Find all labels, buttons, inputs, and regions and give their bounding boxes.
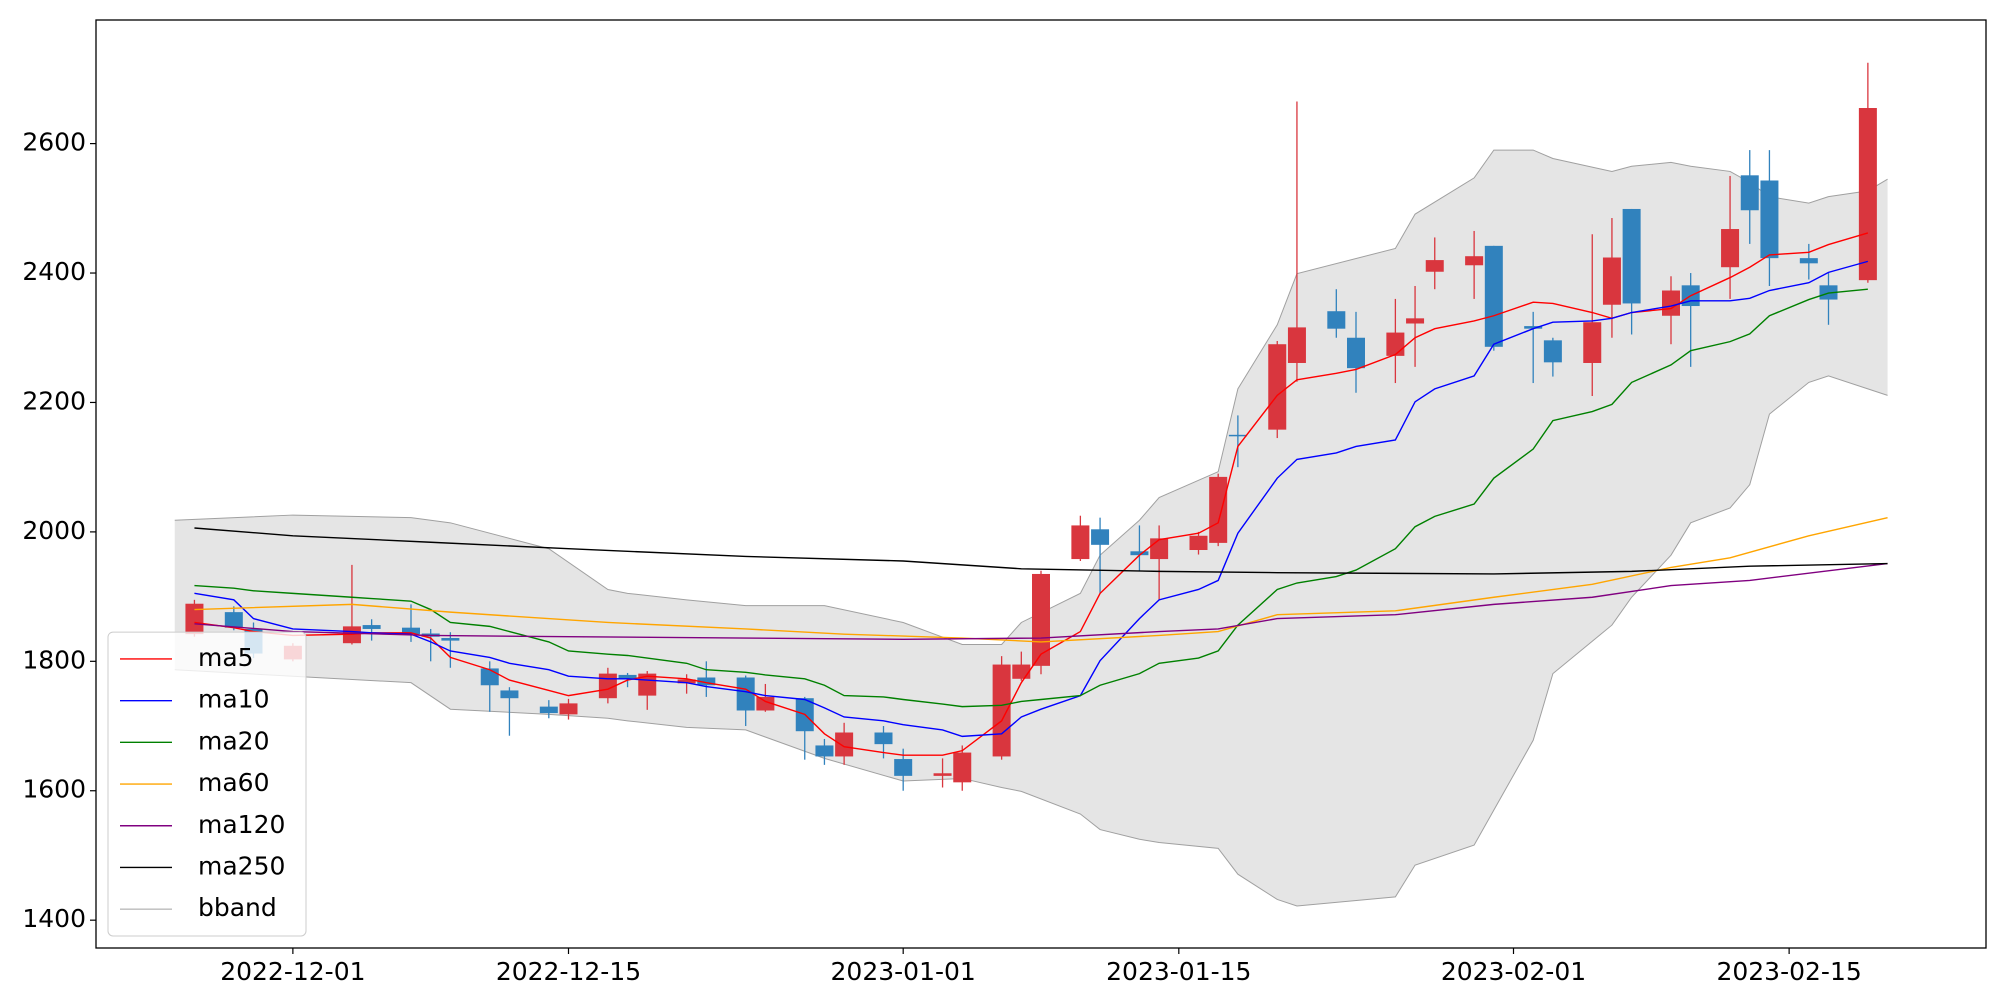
candle-body — [1662, 290, 1680, 316]
ma-line — [194, 260, 1869, 738]
candle-body — [835, 732, 854, 757]
legend-label: ma250 — [198, 851, 285, 880]
candle-body — [933, 773, 952, 776]
y-tick-label: 2200 — [22, 386, 86, 415]
plot-frame — [95, 19, 1987, 949]
ma-line — [194, 516, 1888, 643]
band-upper — [174, 149, 1888, 645]
legend-label: ma5 — [198, 643, 254, 672]
candle-body — [539, 706, 558, 714]
x-tick-label: 2023-01-01 — [831, 957, 976, 986]
ma-line — [194, 527, 1888, 575]
candle-body — [992, 664, 1011, 757]
candle-body — [224, 612, 243, 628]
candle-body — [1583, 322, 1602, 363]
legend-label: ma120 — [198, 810, 285, 839]
legend-box — [107, 631, 307, 937]
candle-body — [1268, 344, 1287, 430]
ma-line — [194, 232, 1869, 756]
candle-body — [953, 752, 972, 783]
candle-body — [500, 690, 519, 699]
plot-area — [174, 62, 1888, 907]
legend: ma5 ma10 ma20 ma60 ma120 ma250 bband — [107, 631, 307, 937]
candle-body — [1406, 318, 1425, 324]
legend-label: ma10 — [198, 685, 269, 714]
candle-body — [756, 696, 775, 711]
candle-body — [598, 673, 617, 699]
candle-body — [1189, 535, 1208, 551]
x-tick-label: 2023-01-15 — [1106, 957, 1251, 986]
candle-body — [1465, 256, 1484, 266]
legend-label: ma20 — [198, 726, 269, 755]
candle-body — [815, 745, 834, 757]
band-lower — [174, 375, 1888, 907]
candle-body — [1484, 245, 1503, 347]
ma-line — [194, 288, 1868, 708]
y-tick-label: 1600 — [22, 775, 86, 804]
x-tick-label: 2023-02-01 — [1441, 957, 1586, 986]
band-fill — [174, 150, 1888, 906]
candle-body — [1602, 257, 1621, 305]
candle-body — [1327, 311, 1346, 329]
candle-body — [1425, 260, 1444, 272]
legend-label: ma60 — [198, 768, 269, 797]
candle-body — [1130, 551, 1149, 556]
candle-body — [362, 625, 381, 629]
candle-body — [559, 703, 578, 715]
candle-body — [1524, 326, 1543, 329]
candle-body — [894, 759, 913, 776]
candle-body — [1071, 525, 1090, 560]
y-tick-label: 1800 — [22, 645, 86, 674]
candle-body — [1012, 664, 1031, 679]
y-tick-label: 1400 — [22, 904, 86, 933]
candle-body — [1858, 108, 1877, 281]
candle-body — [1347, 337, 1365, 369]
candle-body — [1209, 476, 1228, 543]
x-tick-label: 2022-12-15 — [496, 957, 641, 986]
y-tick-label: 2600 — [22, 128, 86, 157]
candle-body — [441, 638, 460, 641]
legend-label: bband — [198, 893, 277, 922]
candle-body — [1091, 529, 1110, 545]
candle-body — [618, 674, 637, 679]
candle-body — [1760, 180, 1779, 259]
candle-body — [736, 677, 755, 711]
candle-body — [1386, 332, 1405, 356]
candle-body — [677, 679, 696, 684]
candle-body — [1150, 538, 1169, 560]
ma-line — [194, 562, 1888, 641]
candle-body — [1622, 208, 1641, 304]
candle-body — [1543, 340, 1562, 363]
x-tick-label: 2022-12-01 — [220, 957, 365, 986]
candle-body — [697, 677, 716, 686]
candle-body — [1228, 434, 1247, 437]
candle-body — [480, 668, 499, 686]
candle-body — [1740, 175, 1759, 211]
y-tick-label: 2400 — [22, 257, 86, 286]
candle-body — [185, 603, 204, 635]
candle-body — [1721, 229, 1740, 268]
candle-body — [1287, 327, 1306, 363]
candle-body — [1032, 573, 1050, 666]
y-tick-label: 2000 — [22, 516, 86, 545]
candle-body — [1799, 258, 1818, 264]
candle-body — [402, 627, 420, 635]
x-tick-label: 2023-02-15 — [1716, 957, 1861, 986]
candle-body — [874, 732, 893, 745]
